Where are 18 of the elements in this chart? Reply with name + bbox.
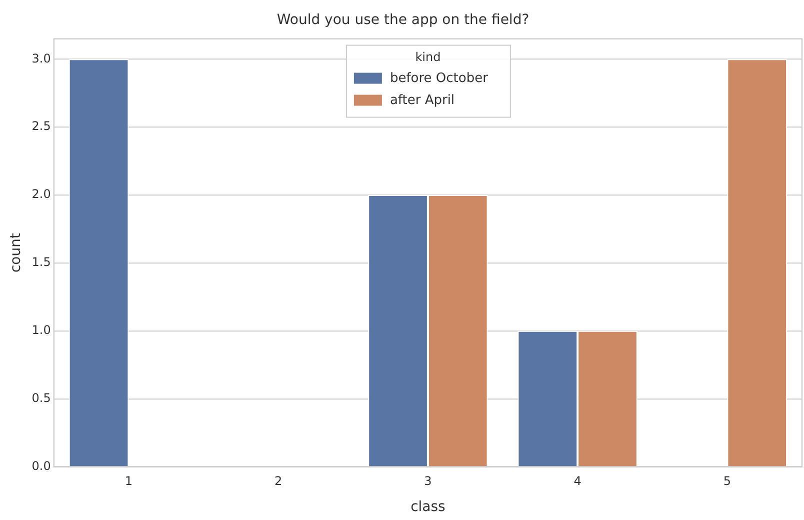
y-tick-label: 2.5 [32, 119, 51, 134]
y-tick-label: 0.0 [32, 458, 51, 473]
x-tick-label: 5 [723, 474, 732, 488]
y-axis-title: count [8, 232, 24, 273]
x-tick-label: 1 [124, 474, 133, 488]
x-axis-title: class [410, 499, 446, 516]
y-tick-label: 3.0 [32, 51, 51, 66]
x-tick-label: 3 [424, 474, 432, 488]
y-tick-label: 1.5 [32, 255, 51, 270]
chart-title: Would you use the app on the field? [276, 12, 530, 28]
legend-label: after April [390, 93, 455, 108]
legend-title: kind [415, 50, 441, 64]
y-tick-label: 2.0 [32, 187, 51, 202]
legend-label: before October [390, 71, 489, 86]
y-tick-label: 0.5 [32, 390, 51, 405]
x-tick-label: 2 [274, 474, 282, 488]
x-tick-label: 4 [574, 474, 582, 488]
y-tick-label: 1.0 [32, 323, 51, 338]
